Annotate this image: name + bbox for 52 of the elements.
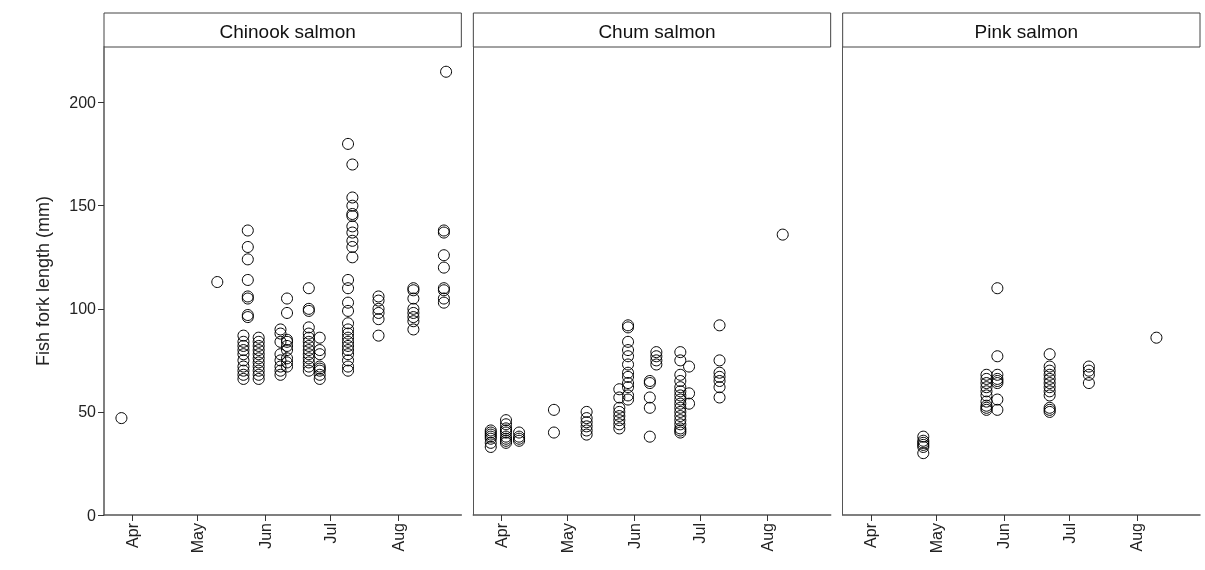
point <box>1043 364 1056 377</box>
x-tick-label: Aug <box>758 523 776 552</box>
y-axis-title: Fish fork length (mm) <box>33 195 53 367</box>
point <box>1043 360 1056 373</box>
x-tick-label: Aug <box>389 523 407 552</box>
point <box>980 377 993 390</box>
point <box>1043 348 1056 361</box>
chart-title: Pink salmon <box>974 21 1079 42</box>
point <box>991 282 1004 295</box>
point <box>991 403 1004 416</box>
x-tick-label: Apr <box>493 522 511 548</box>
point <box>991 368 1004 381</box>
point <box>980 395 993 408</box>
point <box>980 372 993 385</box>
y-tick-label: 0 <box>87 506 97 524</box>
point <box>1082 377 1095 390</box>
point <box>980 368 993 381</box>
y-tick-label: 100 <box>69 300 97 318</box>
point <box>1043 389 1056 402</box>
point <box>1043 368 1056 381</box>
point <box>1043 377 1056 390</box>
y-tick-label: 50 <box>78 403 97 421</box>
x-tick-label: Jun <box>995 523 1013 549</box>
point <box>1082 368 1095 381</box>
x-tick-label: Apr <box>123 522 141 548</box>
chart-title: Chum salmon <box>598 21 716 42</box>
x-tick-label: May <box>189 523 207 554</box>
x-tick-label: Jul <box>691 523 709 544</box>
x-tick-label: May <box>558 523 576 554</box>
x-tick-label: May <box>927 523 945 554</box>
point <box>1150 331 1163 344</box>
point <box>980 381 993 394</box>
point <box>991 350 1004 363</box>
y-tick-label: 150 <box>69 197 97 215</box>
x-tick-label: Jun <box>256 523 274 549</box>
point <box>1082 364 1095 377</box>
y-tick-label: 200 <box>69 94 97 112</box>
x-tick-label: Apr <box>862 522 880 548</box>
point <box>980 385 993 398</box>
point <box>980 389 993 402</box>
point <box>1082 360 1095 373</box>
point <box>991 393 1004 406</box>
point <box>1043 381 1056 394</box>
point <box>1043 385 1056 398</box>
x-tick-label: Jul <box>322 523 340 544</box>
x-tick-label: Aug <box>1128 523 1146 552</box>
x-tick-label: Jul <box>1060 523 1078 544</box>
point <box>1043 372 1056 385</box>
point <box>917 447 930 460</box>
chart-title: Chinook salmon <box>219 21 356 42</box>
point <box>917 430 930 443</box>
x-tick-label: Jun <box>626 523 644 549</box>
